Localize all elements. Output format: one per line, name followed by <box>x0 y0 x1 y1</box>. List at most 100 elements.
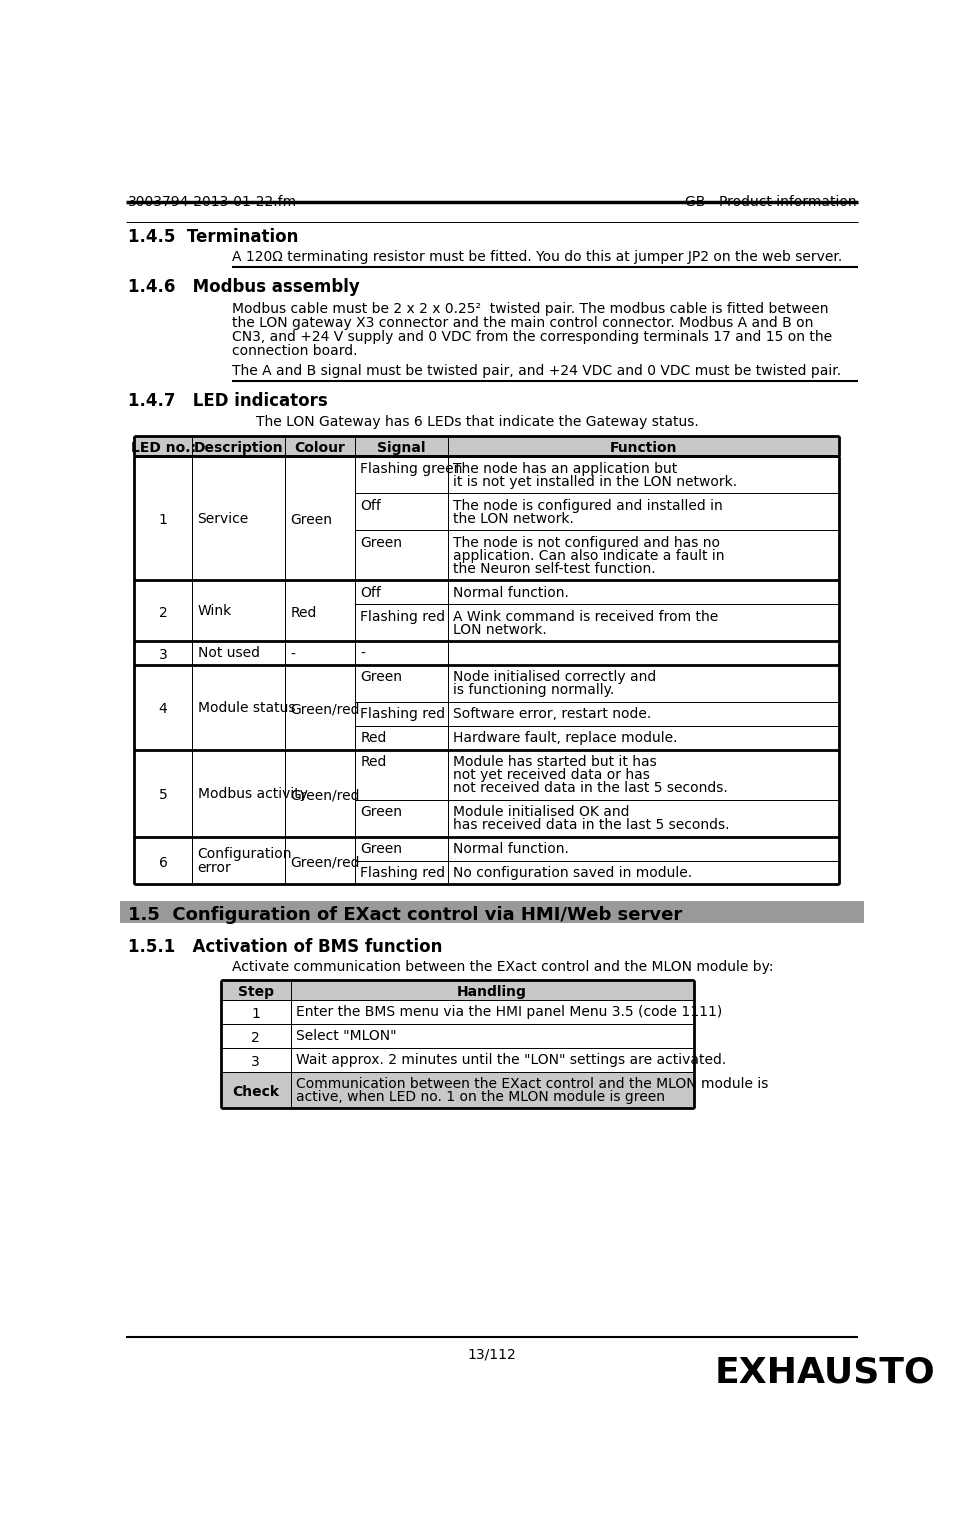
Text: Check: Check <box>232 1085 279 1099</box>
Text: not received data in the last 5 seconds.: not received data in the last 5 seconds. <box>453 781 728 795</box>
Bar <box>355 860 447 885</box>
Text: Description: Description <box>194 441 283 455</box>
Bar <box>355 580 447 605</box>
Text: Green/red: Green/red <box>291 788 360 802</box>
Bar <box>134 456 192 580</box>
Bar <box>285 641 355 664</box>
Text: EXHAUSTO: EXHAUSTO <box>715 1355 936 1390</box>
Bar <box>192 641 285 664</box>
Bar <box>134 750 192 836</box>
Text: 2: 2 <box>158 606 167 620</box>
Bar <box>355 664 447 701</box>
Bar <box>355 799 447 836</box>
Bar <box>192 836 285 885</box>
Bar <box>134 836 192 885</box>
Text: Red: Red <box>360 755 387 769</box>
Bar <box>134 580 192 641</box>
Text: active, when LED no. 1 on the MLON module is green: active, when LED no. 1 on the MLON modul… <box>296 1090 665 1104</box>
Bar <box>285 456 355 580</box>
Bar <box>221 980 693 1000</box>
Text: Module has started but it has: Module has started but it has <box>453 755 657 769</box>
Bar <box>285 750 355 836</box>
Text: 4: 4 <box>158 703 167 717</box>
Bar <box>447 605 839 641</box>
Text: -: - <box>291 648 296 661</box>
Text: Red: Red <box>360 732 387 746</box>
Text: is functioning normally.: is functioning normally. <box>453 683 614 698</box>
Text: Normal function.: Normal function. <box>453 842 569 856</box>
Text: Red: Red <box>291 606 317 620</box>
Bar <box>447 493 839 530</box>
Text: Select "MLON": Select "MLON" <box>296 1029 396 1043</box>
Text: 1.4.6   Modbus assembly: 1.4.6 Modbus assembly <box>128 279 359 297</box>
Bar <box>291 1000 693 1024</box>
Bar <box>355 750 447 799</box>
Text: 3: 3 <box>252 1055 260 1069</box>
Text: LON network.: LON network. <box>453 623 547 637</box>
Bar <box>192 664 285 750</box>
Text: Green: Green <box>360 536 402 550</box>
Text: Module initialised OK and: Module initialised OK and <box>453 805 630 819</box>
Bar <box>447 860 839 885</box>
Text: 3: 3 <box>158 648 167 661</box>
Text: Communication between the EXact control and the MLON module is: Communication between the EXact control … <box>296 1076 768 1092</box>
Text: connection board.: connection board. <box>232 344 358 358</box>
Text: A 120Ω terminating resistor must be fitted. You do this at jumper JP2 on the web: A 120Ω terminating resistor must be fitt… <box>232 250 843 263</box>
Text: 1.5  Configuration of EXact control via HMI/Web server: 1.5 Configuration of EXact control via H… <box>128 906 682 925</box>
Text: Service: Service <box>198 511 249 525</box>
Text: Green: Green <box>360 671 402 684</box>
Text: Software error, restart node.: Software error, restart node. <box>453 707 652 721</box>
Text: CN3, and +24 V supply and 0 VDC from the corresponding terminals 17 and 15 on th: CN3, and +24 V supply and 0 VDC from the… <box>232 331 832 344</box>
Text: Flashing red: Flashing red <box>360 609 445 623</box>
Text: The LON Gateway has 6 LEDs that indicate the Gateway status.: The LON Gateway has 6 LEDs that indicate… <box>255 415 698 429</box>
Bar <box>221 1024 291 1047</box>
Text: Modbus cable must be 2 x 2 x 0.25²  twisted pair. The modbus cable is fitted bet: Modbus cable must be 2 x 2 x 0.25² twist… <box>232 302 828 317</box>
Text: No configuration saved in module.: No configuration saved in module. <box>453 867 692 880</box>
Text: Wink: Wink <box>198 605 231 619</box>
Bar <box>447 664 839 701</box>
Text: Normal function.: Normal function. <box>453 586 569 600</box>
Text: Off: Off <box>360 499 381 513</box>
Bar <box>192 750 285 836</box>
Text: The node is not configured and has no: The node is not configured and has no <box>453 536 720 550</box>
Text: it is not yet installed in the LON network.: it is not yet installed in the LON netwo… <box>453 475 737 488</box>
Bar <box>447 701 839 726</box>
Text: Node initialised correctly and: Node initialised correctly and <box>453 671 657 684</box>
Text: Module status: Module status <box>198 701 295 715</box>
Text: Flashing green: Flashing green <box>360 462 463 476</box>
Bar <box>134 641 192 664</box>
Text: The node is configured and installed in: The node is configured and installed in <box>453 499 723 513</box>
Text: The A and B signal must be twisted pair, and +24 VDC and 0 VDC must be twisted p: The A and B signal must be twisted pair,… <box>232 364 842 378</box>
Text: the LON network.: the LON network. <box>453 511 574 525</box>
Bar <box>192 456 285 580</box>
Text: Off: Off <box>360 586 381 600</box>
Bar <box>221 1072 291 1108</box>
Bar <box>355 701 447 726</box>
Bar <box>355 726 447 750</box>
Bar <box>447 750 839 799</box>
Text: Activate communication between the EXact control and the MLON module by:: Activate communication between the EXact… <box>232 960 774 974</box>
Text: Green: Green <box>360 805 402 819</box>
Text: Green/red: Green/red <box>291 856 360 870</box>
Bar <box>120 902 864 923</box>
Text: The node has an application but: The node has an application but <box>453 462 678 476</box>
Bar <box>291 1047 693 1072</box>
Bar <box>285 580 355 641</box>
Text: Flashing red: Flashing red <box>360 707 445 721</box>
Bar <box>221 1047 291 1072</box>
Text: application. Can also indicate a fault in: application. Can also indicate a fault i… <box>453 548 725 563</box>
Bar <box>355 456 447 493</box>
Text: Function: Function <box>610 441 677 455</box>
Bar <box>355 641 447 664</box>
Text: Hardware fault, replace module.: Hardware fault, replace module. <box>453 732 678 746</box>
Bar <box>355 493 447 530</box>
Text: 5: 5 <box>158 788 167 802</box>
Text: Handling: Handling <box>457 984 527 998</box>
Bar <box>355 836 447 860</box>
Text: 1.5.1   Activation of BMS function: 1.5.1 Activation of BMS function <box>128 939 443 957</box>
Bar <box>221 1000 291 1024</box>
Bar <box>355 530 447 580</box>
Bar <box>285 836 355 885</box>
Bar <box>291 1024 693 1047</box>
Text: Enter the BMS menu via the HMI panel Menu 3.5 (code 1111): Enter the BMS menu via the HMI panel Men… <box>296 1006 722 1020</box>
